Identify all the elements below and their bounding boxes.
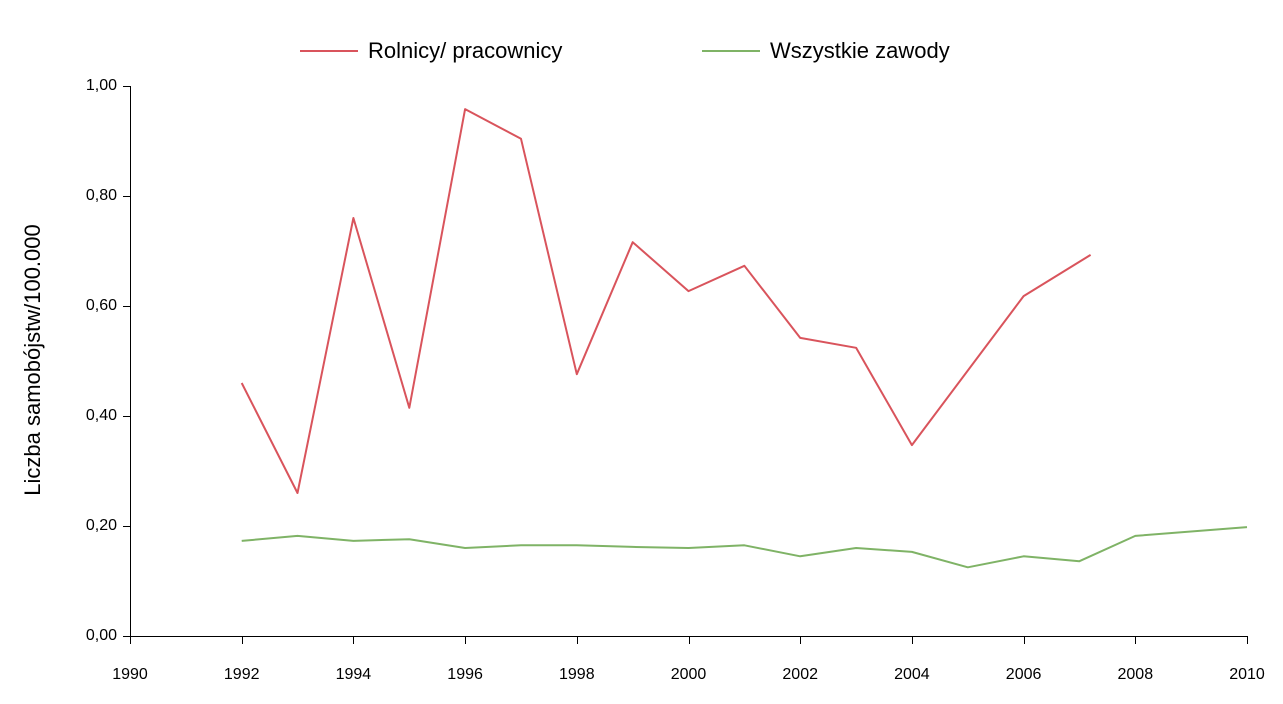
legend-swatch-red [300,50,358,52]
x-tick-label: 2008 [1117,666,1154,683]
legend-item-all-occupations: Wszystkie zawody [702,36,950,66]
x-tick-label: 1996 [447,666,483,683]
legend-item-farmers: Rolnicy/ pracownicy [300,36,562,66]
y-tick-label: 0,80 [85,187,117,204]
y-tick-label: 0,20 [85,517,117,534]
series-line-farmers [240,108,1092,494]
x-tick-label: 1990 [112,666,148,683]
x-tick-label: 1998 [559,666,595,683]
series-lines [240,108,1248,569]
legend-label-all-occupations: Wszystkie zawody [770,38,950,63]
legend-label-farmers: Rolnicy/ pracownicy [368,38,563,63]
y-tick-label: 1,00 [85,77,117,94]
y-tick-label: 0,40 [85,407,117,424]
x-tick-label: 2010 [1229,666,1265,683]
y-axis-label: Liczba samobójstw/100.000 [20,224,45,496]
x-tick-label: 2004 [894,666,930,683]
series-line-all-occupations [241,526,1248,569]
x-tick-label: 1992 [223,666,260,683]
x-tick-label: 1994 [335,666,372,683]
legend-swatch-green [702,50,760,52]
y-tick-label: 0,00 [85,627,117,644]
x-tick-label: 2002 [782,666,818,683]
x-tick-label: 2000 [670,666,707,683]
x-tick-label: 2006 [1005,666,1042,683]
axes [123,86,1248,644]
y-tick-label: 0,60 [85,297,117,314]
